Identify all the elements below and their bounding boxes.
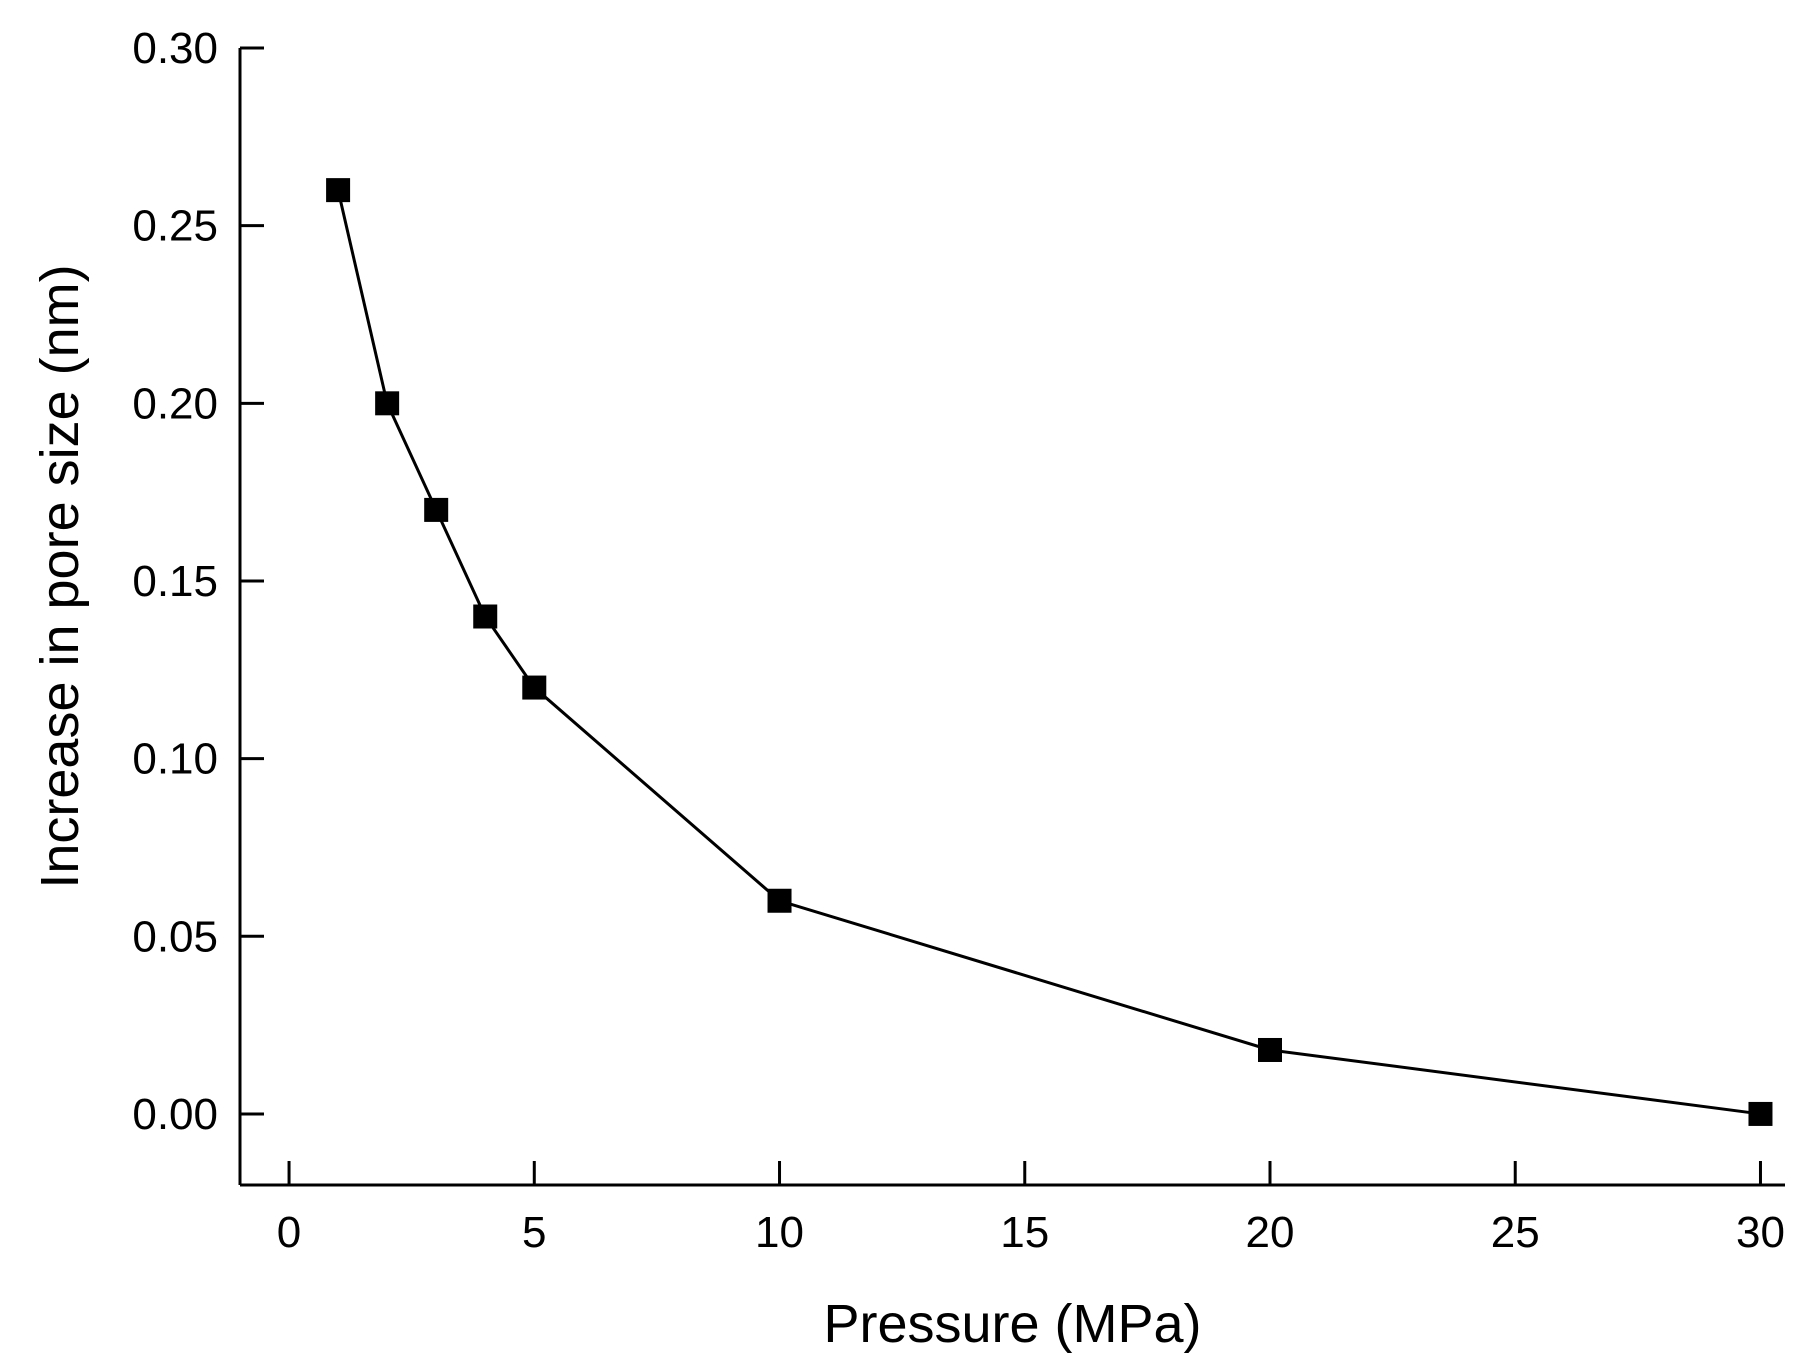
data-point-marker [375,391,400,416]
data-series [326,178,1773,1126]
x-tick-label: 10 [755,1208,804,1257]
data-point-marker [473,604,498,629]
x-axis-ticks: 0 5 10 15 20 25 30 [277,1161,1785,1257]
data-point-marker [1258,1037,1282,1062]
y-tick-label: 0.15 [132,557,218,606]
y-axis-ticks: 0.00 0.05 0.10 0.15 0.20 0.25 0.30 [132,24,264,1139]
axes [238,48,1785,1187]
data-point-marker [326,178,351,203]
y-tick-label: 0.30 [132,24,218,73]
data-point-marker [522,675,547,700]
y-tick-label: 0.00 [132,1090,218,1139]
x-tick-label: 0 [277,1208,301,1257]
x-tick-label: 30 [1736,1208,1785,1257]
x-tick-label: 5 [522,1208,546,1257]
y-tick-label: 0.05 [132,912,218,961]
x-tick-label: 15 [1000,1208,1049,1257]
y-tick-label: 0.20 [132,379,218,428]
x-tick-label: 25 [1491,1208,1540,1257]
y-tick-label: 0.25 [132,202,218,251]
x-tick-label: 20 [1246,1208,1295,1257]
y-tick-label: 0.10 [132,735,218,784]
series-line [336,189,1761,1116]
y-axis-title: Increase in pore size (nm) [30,264,90,888]
x-axis-title: Pressure (MPa) [823,1294,1201,1354]
data-point-marker [767,888,792,913]
data-point-marker [1748,1101,1773,1126]
data-point-marker [424,497,449,522]
